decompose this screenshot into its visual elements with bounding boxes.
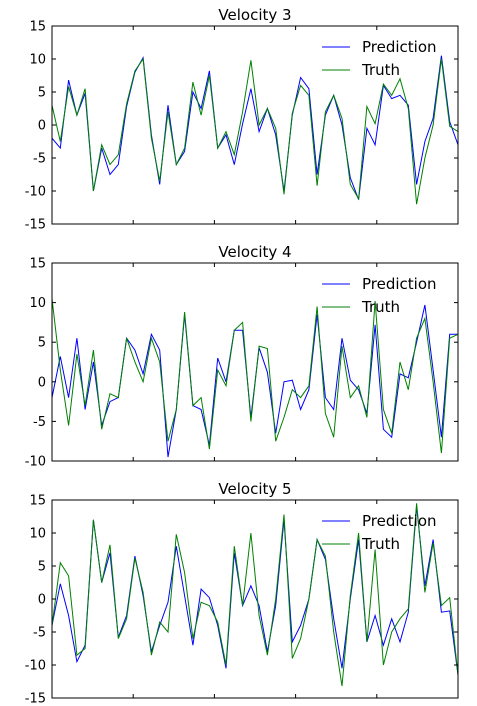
y-tick-label: 15 — [29, 257, 46, 272]
series-line-prediction — [52, 55, 458, 200]
y-tick-label: -5 — [33, 152, 46, 167]
legend: Prediction Truth — [322, 275, 437, 316]
y-tick-label: 5 — [38, 336, 46, 351]
plot-frame — [51, 262, 459, 462]
y-tick-label: 5 — [38, 86, 46, 101]
legend-label-truth: Truth — [361, 535, 400, 553]
y-tick-label: 10 — [29, 527, 46, 542]
chart-title: Velocity 4 — [218, 243, 291, 261]
y-tick-label: -10 — [25, 455, 46, 470]
legend-label-prediction: Prediction — [362, 38, 437, 56]
chart-panel-2: Velocity 4 -10 -5 0 5 10 15 Prediction Truth — [25, 243, 459, 470]
series-line-prediction — [52, 506, 458, 675]
legend: Prediction Truth — [322, 38, 437, 79]
series-line-truth — [52, 57, 458, 205]
legend-label-prediction: Prediction — [362, 275, 437, 293]
chart-panel-1: Velocity 3 -15 -10 -5 0 5 10 15 Prediction Truth — [25, 6, 459, 233]
legend-label-truth: Truth — [361, 61, 400, 79]
y-tick-label: 5 — [38, 560, 46, 575]
series-line-truth — [52, 298, 458, 454]
chart-title: Velocity 3 — [218, 6, 291, 24]
series-line-truth — [52, 503, 458, 687]
y-tick-label: 15 — [29, 494, 46, 509]
chart-panel-3: Velocity 5 -15 -10 -5 0 5 10 15 Prediction Truth — [25, 480, 459, 706]
y-tick-label: 10 — [29, 53, 46, 68]
y-tick-label: -15 — [25, 218, 46, 233]
y-tick-label: -10 — [25, 659, 46, 674]
y-tick-label: 10 — [29, 296, 46, 311]
y-tick-label: -10 — [25, 185, 46, 200]
y-tick-label: -15 — [25, 692, 46, 706]
chart-title: Velocity 5 — [218, 480, 291, 498]
y-tick-label: 0 — [38, 593, 46, 608]
y-tick-label: 0 — [38, 375, 46, 390]
y-tick-label: -5 — [33, 626, 46, 641]
legend-label-prediction: Prediction — [362, 512, 437, 530]
y-tick-label: 15 — [29, 20, 46, 35]
legend: Prediction Truth — [322, 512, 437, 553]
y-tick-label: -5 — [33, 415, 46, 430]
y-tick-label: 0 — [38, 119, 46, 134]
legend-label-truth: Truth — [361, 298, 400, 316]
